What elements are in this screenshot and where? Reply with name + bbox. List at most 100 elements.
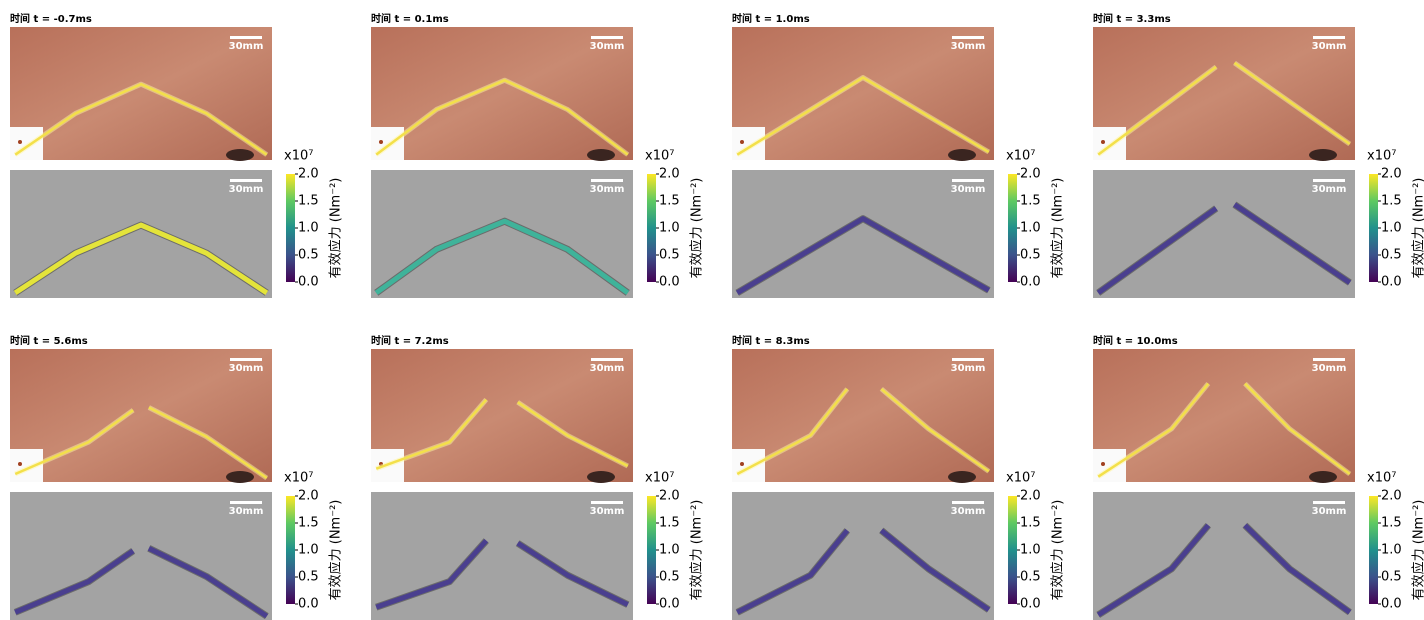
scale-label: 30mm: [1312, 41, 1347, 52]
colorbar: [1369, 496, 1378, 604]
colorbar-tick-label: 1.0: [1020, 543, 1041, 558]
colorbar: [1369, 174, 1378, 282]
time-label: 时间 t = 0.1ms: [371, 12, 449, 25]
scale-bar: [952, 358, 984, 361]
rod: [1097, 382, 1210, 478]
scale-label: 30mm: [1312, 184, 1347, 195]
colorbar-tick-label: 2.0: [659, 489, 680, 504]
colorbar-tick-label: 0.5: [659, 248, 680, 263]
photo: [371, 349, 633, 482]
simulation: [371, 170, 633, 298]
colorbar-tick-label: 1.0: [1381, 543, 1402, 558]
sim-rod: [736, 528, 850, 615]
inset-dot: [1101, 462, 1105, 466]
colorbar-tick-label: 0.0: [1020, 275, 1041, 290]
scale-label: 30mm: [229, 506, 264, 517]
colorbar-label: 有效应力 (Nm⁻²): [328, 500, 344, 601]
scale-label: 30mm: [590, 363, 625, 374]
inset-dot: [379, 140, 383, 144]
simulation: [732, 170, 994, 298]
sim-rod: [374, 218, 630, 295]
sim-rod: [1233, 202, 1352, 285]
colorbar-tick-label: 1.0: [659, 221, 680, 236]
scale-label: 30mm: [229, 41, 264, 52]
colorbar-tick-label: 1.5: [1381, 194, 1402, 209]
rod: [14, 82, 268, 156]
sim-rod: [1096, 523, 1211, 617]
colorbar-tick-label: 0.5: [298, 248, 319, 263]
colorbar-tick-label: 0.0: [1381, 597, 1402, 612]
colorbar-multiplier: x10⁷: [1006, 149, 1035, 164]
colorbar-tick-label: 2.0: [298, 167, 319, 182]
rod: [14, 409, 134, 476]
photo: [371, 27, 633, 160]
scale-bar: [952, 501, 984, 504]
scale-label: 30mm: [229, 363, 264, 374]
colorbar-tick-label: 2.0: [1020, 489, 1041, 504]
sim-rod: [13, 222, 269, 295]
colorbar-tick-label: 2.0: [659, 167, 680, 182]
colorbar-tick-label: 1.5: [1020, 194, 1041, 209]
colorbar: [1008, 174, 1017, 282]
time-label: 时间 t = 10.0ms: [1093, 334, 1178, 347]
rod: [375, 398, 488, 470]
colorbar-tick-label: 1.5: [298, 516, 319, 531]
colorbar-tick-label: 1.0: [1020, 221, 1041, 236]
colorbar-label: 有效应力 (Nm⁻²): [689, 178, 705, 279]
colorbar-tick-label: 0.0: [1020, 597, 1041, 612]
time-label: 时间 t = 8.3ms: [732, 334, 810, 347]
sim-rod: [735, 216, 990, 296]
colorbar-label: 有效应力 (Nm⁻²): [1050, 178, 1066, 279]
time-label: 时间 t = -0.7ms: [10, 12, 92, 25]
colorbar-tick-label: 1.0: [659, 543, 680, 558]
shadow: [948, 149, 976, 161]
simulation: [732, 492, 994, 620]
colorbar-tick-label: 2.0: [1020, 167, 1041, 182]
sim-rod: [14, 548, 135, 615]
photo: [732, 349, 994, 482]
colorbar: [286, 496, 295, 604]
scale-bar: [1313, 358, 1345, 361]
rod: [880, 387, 990, 473]
scale-label: 30mm: [229, 184, 264, 195]
rod: [148, 406, 268, 480]
scale-bar: [1313, 179, 1345, 182]
inset-dot: [740, 462, 744, 466]
colorbar-tick-label: 0.0: [298, 275, 319, 290]
colorbar-tick-label: 0.5: [298, 570, 319, 585]
colorbar-multiplier: x10⁷: [1367, 471, 1396, 486]
scale-bar: [230, 36, 262, 39]
colorbar-multiplier: x10⁷: [284, 149, 313, 164]
scale-bar: [230, 179, 262, 182]
scale-bar: [952, 36, 984, 39]
scale-bar: [230, 501, 262, 504]
photo: [1093, 27, 1355, 160]
shadow: [948, 471, 976, 483]
colorbar-multiplier: x10⁷: [645, 471, 674, 486]
rod: [517, 401, 629, 468]
photo-inset: [10, 127, 43, 160]
colorbar-tick-label: 1.0: [298, 543, 319, 558]
scale-bar: [591, 36, 623, 39]
colorbar-tick-label: 0.5: [1381, 570, 1402, 585]
colorbar-multiplier: x10⁷: [1367, 149, 1396, 164]
scale-label: 30mm: [590, 41, 625, 52]
colorbar-tick-label: 2.0: [1381, 167, 1402, 182]
colorbar-tick-label: 0.5: [1381, 248, 1402, 263]
colorbar-label: 有效应力 (Nm⁻²): [1050, 500, 1066, 601]
colorbar: [647, 174, 656, 282]
simulation: [1093, 170, 1355, 298]
sim-rod: [879, 528, 991, 612]
sim-rod: [1243, 523, 1352, 615]
scale-label: 30mm: [951, 41, 986, 52]
scale-label: 30mm: [590, 184, 625, 195]
colorbar-tick-label: 1.0: [298, 221, 319, 236]
colorbar-multiplier: x10⁷: [284, 471, 313, 486]
colorbar: [286, 174, 295, 282]
inset-dot: [18, 462, 22, 466]
colorbar-label: 有效应力 (Nm⁻²): [1411, 500, 1424, 601]
scale-label: 30mm: [951, 506, 986, 517]
colorbar: [647, 496, 656, 604]
photo-inset: [1093, 449, 1126, 482]
